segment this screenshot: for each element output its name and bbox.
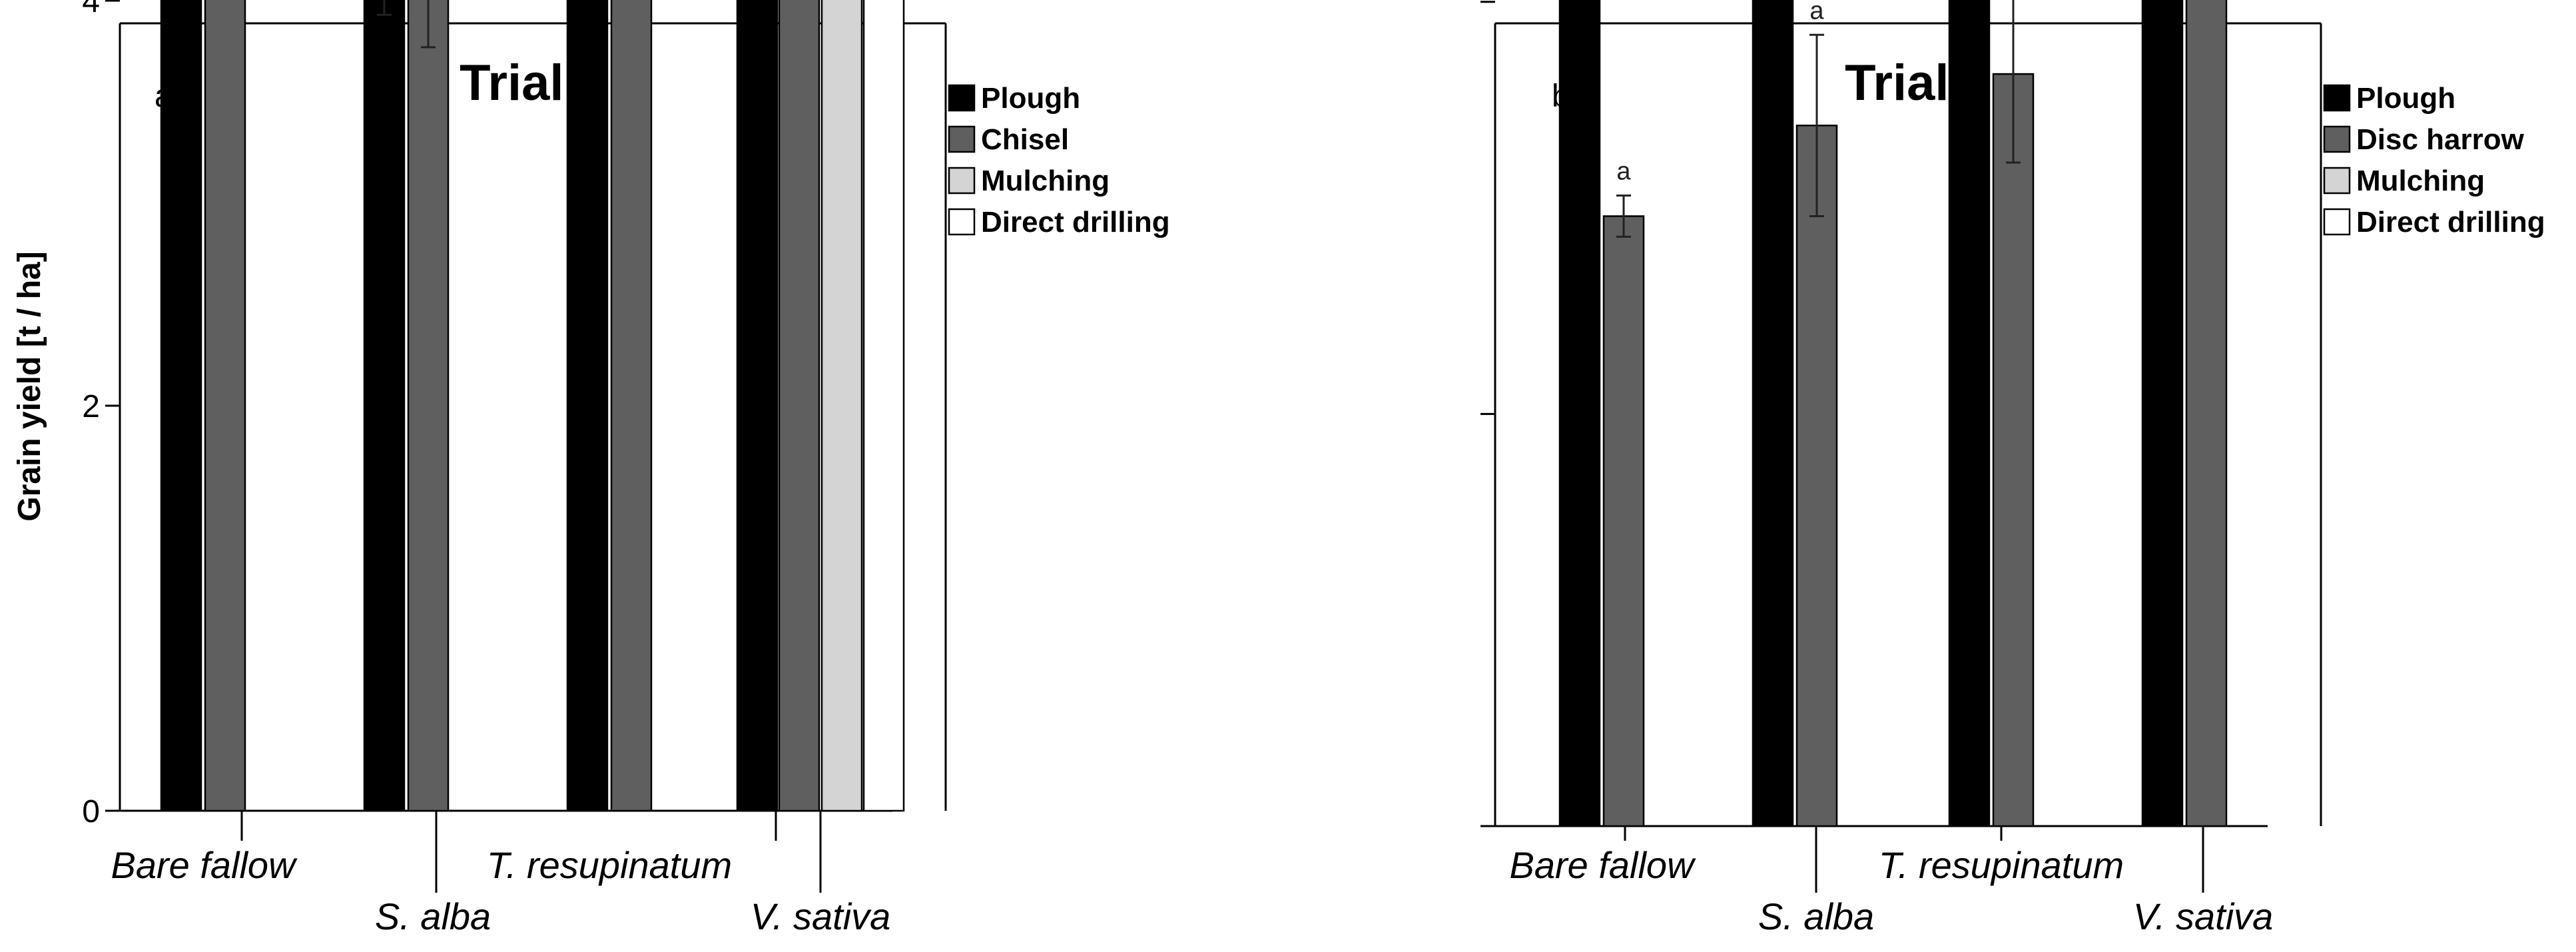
bar-disc-harrow (2185, 0, 2228, 827)
category-label: S. alba (1758, 895, 1874, 937)
legend-swatch (948, 208, 976, 236)
legend-label: Mulching (2356, 165, 2485, 197)
category-label: T. resupinatum (1879, 844, 2124, 886)
panel-tag: a) (155, 79, 183, 114)
chart-title: Trial 1 (460, 55, 606, 111)
legend-swatch (2323, 84, 2351, 112)
y-axis-label: Grain yield [t / ha] (12, 251, 47, 521)
legend-swatch (948, 167, 976, 195)
bar-plough (1558, 0, 1601, 827)
bar-chisel (778, 0, 820, 812)
bar-plough (1948, 0, 1991, 827)
category-label: V. sativa (2133, 895, 2274, 937)
legend-label: Plough (981, 82, 1080, 115)
y-tick-label: 4 (82, 0, 100, 19)
significance-letter: a (1616, 158, 1631, 186)
category-label: Bare fallow (111, 844, 298, 886)
legend-swatch (2323, 208, 2351, 236)
bar-plough (736, 0, 779, 812)
bar-chisel (407, 0, 450, 812)
bar-plough (566, 0, 609, 812)
panel-tag: b) (1552, 79, 1580, 114)
y-tick-label: 0 (82, 794, 100, 829)
legend-label: Disc harrow (2356, 123, 2525, 156)
bar-direct-drilling (862, 0, 905, 812)
bar-chisel (610, 0, 653, 812)
bar-disc-harrow (1795, 125, 1838, 827)
bar-disc-harrow (1992, 73, 2035, 827)
legend-swatch (948, 84, 976, 112)
legend: Plough Disc harrow Mulching Direct drilling (2323, 82, 2545, 238)
y-tick-label: 2 (82, 389, 100, 424)
bar-plough (2141, 0, 2184, 827)
legend-swatch (948, 125, 976, 153)
bar-plough (363, 0, 406, 812)
legend-label: Chisel (981, 123, 1069, 156)
category-label: Bare fallow (1509, 844, 1696, 886)
bar-disc-harrow (1602, 215, 1645, 827)
bar-chisel (204, 0, 246, 812)
bar-plough (1752, 0, 1794, 827)
significance-letter: a (1809, 0, 1824, 25)
chart-title: Trial 2 (1845, 55, 1991, 111)
legend-label: Plough (2356, 82, 2455, 115)
legend-label: Direct drilling (2356, 206, 2545, 238)
category-label: S. alba (375, 895, 491, 937)
legend-label: Direct drilling (981, 206, 1170, 238)
bar-mulching (820, 0, 863, 812)
category-label: T. resupinatum (487, 844, 732, 886)
category-label: V. sativa (751, 895, 891, 937)
bar-plough (160, 0, 202, 812)
legend-swatch (2323, 125, 2351, 153)
legend-label: Mulching (981, 165, 1110, 197)
legend: Plough Chisel Mulching Direct drilling (948, 82, 1170, 238)
legend-swatch (2323, 167, 2351, 195)
